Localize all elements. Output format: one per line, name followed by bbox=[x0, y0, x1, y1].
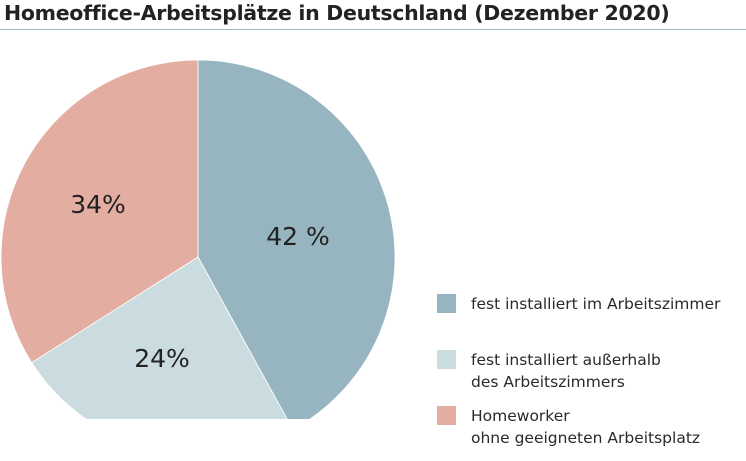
legend-label: Homeworker ohne geeigneten Arbeitsplatz bbox=[471, 405, 700, 449]
pie-chart: 42 % 24% 34% bbox=[0, 59, 396, 419]
chart-title: Homeoffice-Arbeitsplätze in Deutschland … bbox=[4, 1, 670, 25]
legend-swatch bbox=[437, 406, 456, 425]
legend-label: fest installiert im Arbeitszimmer bbox=[471, 293, 720, 315]
pie-slice-1 bbox=[197, 59, 396, 419]
legend-label-line: Homeworker bbox=[471, 407, 570, 425]
pie-slice-3 bbox=[0, 59, 199, 364]
pie-slice-2 bbox=[31, 256, 288, 419]
legend-label-line: fest installiert im Arbeitszimmer bbox=[471, 295, 721, 313]
legend-label-line: des Arbeitszimmers bbox=[471, 373, 625, 391]
slice-label-2: 24% bbox=[134, 344, 190, 373]
legend-swatch bbox=[437, 350, 456, 369]
slice-label-1: 42 % bbox=[266, 222, 330, 251]
legend-swatch bbox=[437, 294, 456, 313]
legend-label-line: ohne geeigneten Arbeitsplatz bbox=[471, 429, 701, 447]
legend-label-line: fest installiert außerhalb bbox=[471, 351, 661, 369]
slice-label-3: 34% bbox=[70, 190, 126, 219]
title-divider bbox=[0, 29, 746, 30]
legend-label: fest installiert außerhalb des Arbeitszim… bbox=[471, 349, 661, 393]
